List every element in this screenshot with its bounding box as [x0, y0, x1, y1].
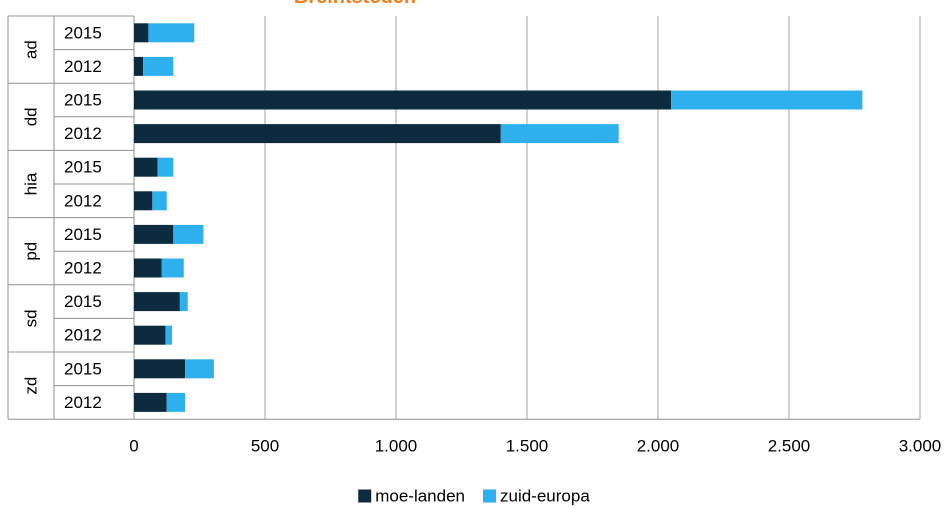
x-tick-label: 2.500: [768, 437, 811, 456]
gridlines: [264, 16, 921, 420]
bar-segment: [165, 325, 172, 345]
x-axis-ticks: 0 500 1.000 1.500 2.000 2.500 3.000: [129, 437, 941, 456]
bar-segment: [166, 392, 186, 412]
category-label: 2012: [64, 393, 102, 412]
category-axis-frame: [7, 15, 920, 420]
group-labels: ad dd hia pd sd zd: [22, 40, 41, 394]
x-tick-label: 2.000: [637, 437, 680, 456]
legend-label: moe-landen: [375, 487, 465, 506]
bars: [134, 23, 863, 412]
bar-segment: [185, 359, 214, 379]
category-label: 2015: [64, 359, 102, 378]
bar-segment: [152, 191, 167, 211]
group-label: hia: [22, 172, 41, 195]
bar-segment: [134, 23, 149, 43]
legend-swatch: [358, 489, 372, 503]
legend-label: zuid-europa: [500, 487, 590, 506]
bar-segment: [134, 325, 166, 345]
x-tick-label: 0: [129, 437, 138, 456]
category-label: 2015: [64, 23, 102, 42]
group-label: ad: [22, 40, 41, 59]
group-label: dd: [22, 107, 41, 126]
category-labels: 2015 2012 2015 2012 2015 2012 2015 2012 2015 2012…: [64, 23, 102, 412]
x-tick-label: 500: [251, 437, 279, 456]
category-label: 2012: [64, 191, 102, 210]
category-label: 2012: [64, 326, 102, 345]
group-label: sd: [22, 309, 41, 327]
x-tick-label: 1.500: [506, 437, 549, 456]
bar-segment: [134, 191, 153, 211]
category-label: 2012: [64, 57, 102, 76]
bar-segment: [143, 56, 174, 76]
legend-swatch: [483, 489, 496, 503]
bar-segment: [134, 392, 167, 412]
bar-segment: [134, 258, 162, 278]
bar-segment: [173, 224, 204, 244]
x-tick-label: 3.000: [899, 437, 942, 456]
bar-segment: [134, 292, 180, 312]
category-label: 2015: [64, 292, 102, 311]
bar-segment: [148, 23, 195, 43]
bar-segment: [161, 258, 184, 278]
bar-segment: [134, 157, 158, 177]
bar-segment: [134, 56, 144, 76]
legend: moe-landen zuid-europa: [358, 487, 590, 506]
category-label: 2015: [64, 91, 102, 110]
bar-segment: [134, 124, 501, 144]
category-label: 2012: [64, 124, 102, 143]
category-label: 2015: [64, 225, 102, 244]
bar-segment: [671, 90, 863, 110]
x-tick-label: 1.000: [375, 437, 418, 456]
bar-segment: [500, 124, 619, 144]
category-label: 2015: [64, 158, 102, 177]
chart-title: Breintsteden: [294, 0, 416, 8]
bar-segment: [134, 224, 174, 244]
bar-segment: [134, 359, 186, 379]
bar-segment: [179, 292, 188, 312]
category-label: 2012: [64, 259, 102, 278]
bar-segment: [134, 90, 672, 110]
group-label: zd: [22, 377, 41, 395]
bar-segment: [157, 157, 174, 177]
group-label: pd: [22, 242, 41, 261]
